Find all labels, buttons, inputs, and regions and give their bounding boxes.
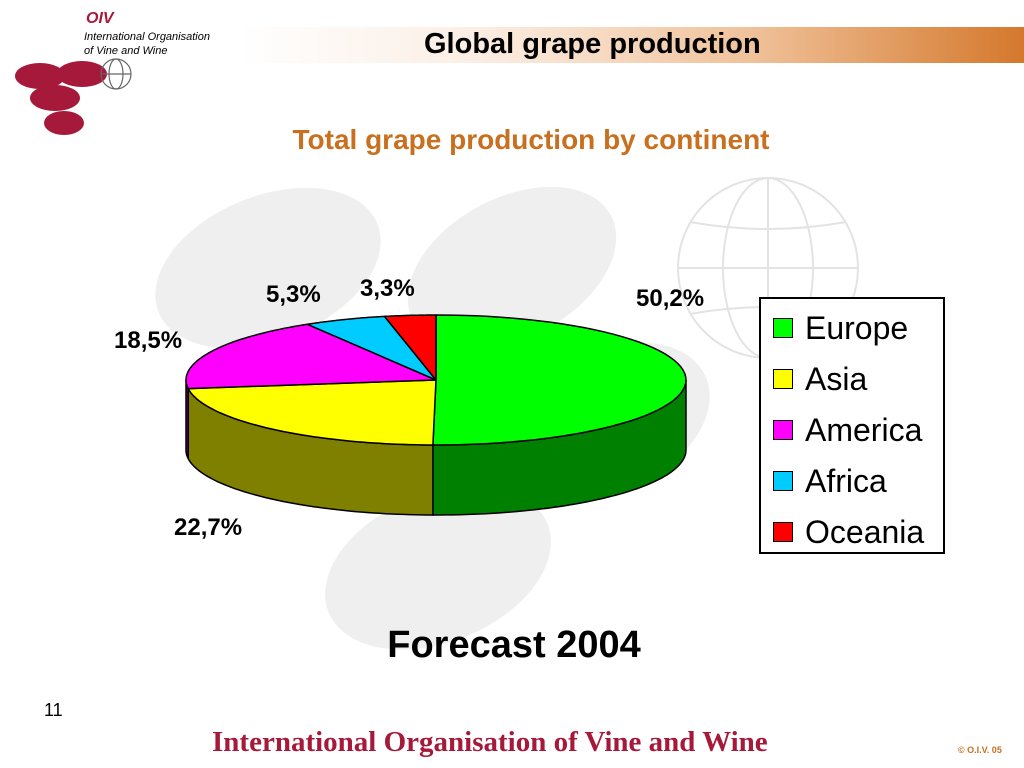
legend-item-america: America xyxy=(771,412,947,452)
pie-slice-europe xyxy=(432,314,687,446)
legend-label-america: America xyxy=(805,412,923,448)
legend-swatch-oceania xyxy=(773,522,793,542)
header-band xyxy=(240,27,1024,63)
legend-label-oceania: Oceania xyxy=(805,514,925,550)
page-number: 11 xyxy=(44,700,63,720)
legend-item-europe: Europe xyxy=(771,310,947,350)
footer-organisation: International Organisation of Vine and W… xyxy=(212,726,768,758)
org-name-line-1: International Organisation xyxy=(84,31,210,43)
copyright-notice: © O.I.V. 05 xyxy=(958,745,1002,755)
data-label-europe: 50,2% xyxy=(636,285,705,312)
pie-slice-asia xyxy=(187,379,437,446)
legend-label-asia: Asia xyxy=(805,361,868,397)
chart-legend: Europe Asia America Africa Oceania xyxy=(759,297,945,554)
grape-logo-icon xyxy=(15,58,132,135)
data-label-africa: 5,3% xyxy=(266,281,321,308)
chart-title: Total grape production by continent xyxy=(292,124,770,155)
oiv-logo-text: OIV xyxy=(86,10,114,27)
legend-label-africa: Africa xyxy=(805,463,887,499)
data-label-america: 18,5% xyxy=(114,327,183,354)
pie-slice-africa xyxy=(306,315,437,381)
data-label-oceania: 3,3% xyxy=(360,275,415,302)
pie-side-america xyxy=(185,380,189,459)
org-name-line-2: of Vine and Wine xyxy=(84,45,168,57)
forecast-subtitle: Forecast 2004 xyxy=(387,624,641,666)
legend-item-africa: Africa xyxy=(771,463,947,503)
legend-swatch-america xyxy=(773,420,793,440)
pie-slice-america xyxy=(185,323,437,390)
data-label-asia: 22,7% xyxy=(174,514,243,541)
legend-label-europe: Europe xyxy=(805,310,909,346)
legend-swatch-europe xyxy=(773,318,793,338)
pie-slice-oceania xyxy=(383,314,437,381)
legend-item-oceania: Oceania xyxy=(771,514,947,554)
page-title: Global grape production xyxy=(424,28,761,60)
legend-swatch-africa xyxy=(773,471,793,491)
legend-item-asia: Asia xyxy=(771,361,947,401)
legend-swatch-asia xyxy=(773,369,793,389)
